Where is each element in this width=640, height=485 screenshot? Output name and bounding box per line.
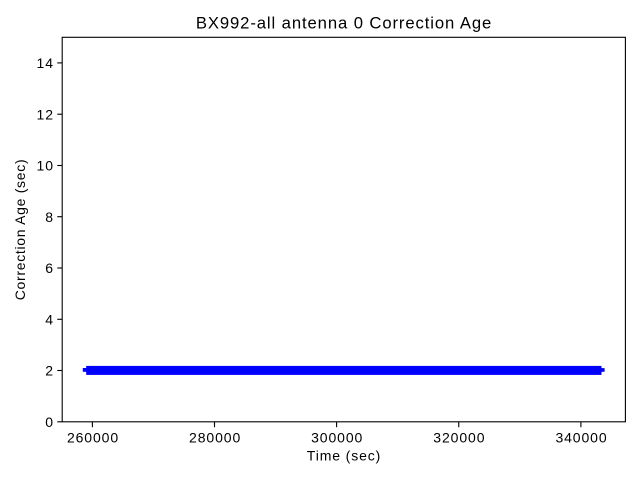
svg-text:14: 14 <box>37 55 54 71</box>
svg-text:2: 2 <box>45 363 54 379</box>
svg-text:6: 6 <box>45 260 54 276</box>
svg-text:4: 4 <box>45 311 54 327</box>
svg-text:300000: 300000 <box>311 429 363 445</box>
svg-text:0: 0 <box>45 414 54 430</box>
svg-text:10: 10 <box>37 158 54 174</box>
svg-text:BX992-all antenna 0 Correction: BX992-all antenna 0 Correction Age <box>196 13 492 32</box>
svg-text:280000: 280000 <box>189 429 241 445</box>
svg-text:12: 12 <box>37 106 54 122</box>
svg-text:Correction Age (sec): Correction Age (sec) <box>12 159 28 301</box>
svg-text:320000: 320000 <box>433 429 485 445</box>
svg-text:260000: 260000 <box>67 429 119 445</box>
svg-text:8: 8 <box>45 209 54 225</box>
svg-text:Time (sec): Time (sec) <box>307 448 381 464</box>
svg-text:340000: 340000 <box>555 429 607 445</box>
